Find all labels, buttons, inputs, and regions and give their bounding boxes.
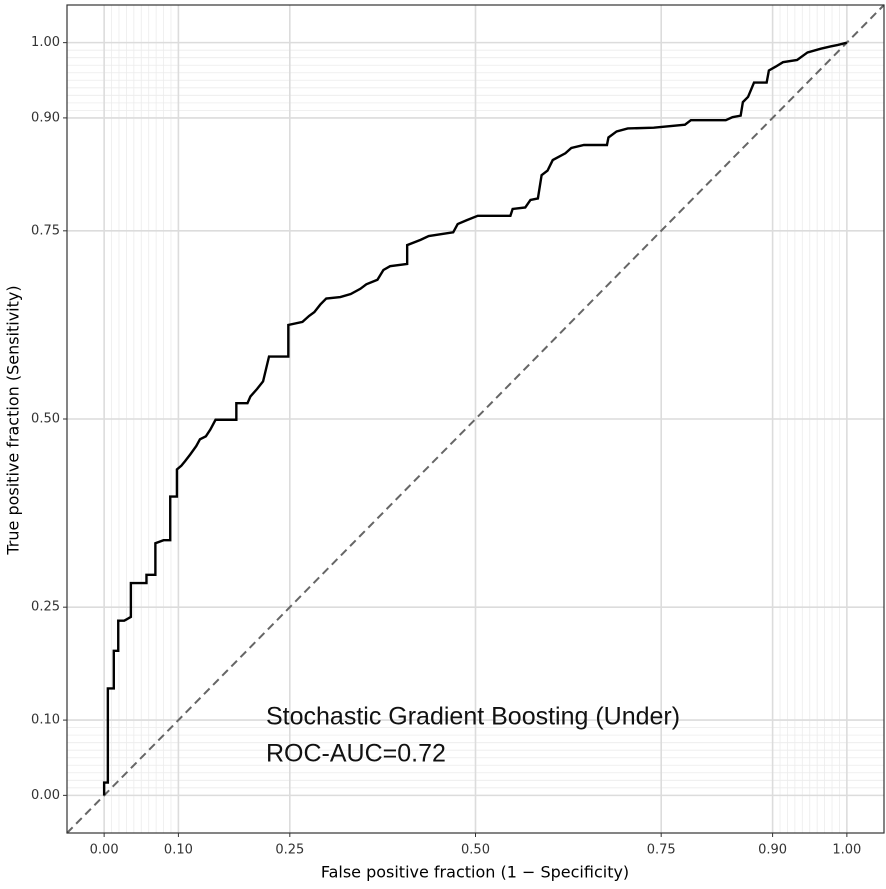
y-tick-label: 0.25 (31, 600, 60, 615)
x-tick-label: 0.75 (647, 843, 676, 858)
x-tick-label: 0.90 (758, 843, 787, 858)
y-tick-label: 1.00 (31, 35, 60, 50)
annotation: Stochastic Gradient Boosting (Under) (266, 703, 680, 731)
y-tick-label: 0.10 (31, 713, 60, 728)
x-tick-label: 1.00 (832, 843, 861, 858)
x-tick-label: 0.00 (90, 843, 119, 858)
plot-border (66, 4, 885, 834)
y-tick-label: 0.75 (31, 223, 60, 238)
y-tick-label: 0.00 (31, 788, 60, 803)
annotation: ROC-AUC=0.72 (266, 740, 446, 768)
y-tick-label: 0.50 (31, 412, 60, 427)
x-tick-label: 0.50 (461, 843, 490, 858)
x-tick-label: 0.25 (275, 843, 304, 858)
y-tick-label: 0.90 (31, 110, 60, 125)
reference-diagonal (66, 4, 885, 834)
roc-curve (102, 41, 848, 796)
y-axis-label: True positive fraction (Sensitivity) (4, 285, 23, 555)
x-tick-label: 0.10 (164, 843, 193, 858)
x-axis-label: False positive fraction (1 − Specificity… (321, 863, 629, 882)
